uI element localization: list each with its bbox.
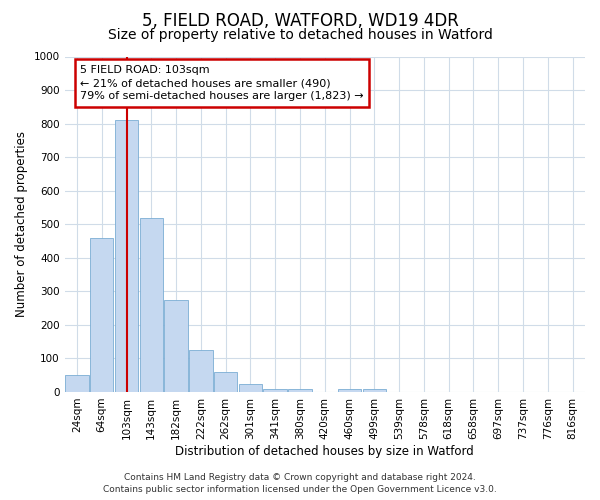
Text: Contains HM Land Registry data © Crown copyright and database right 2024.
Contai: Contains HM Land Registry data © Crown c… bbox=[103, 473, 497, 494]
Text: 5 FIELD ROAD: 103sqm
← 21% of detached houses are smaller (490)
79% of semi-deta: 5 FIELD ROAD: 103sqm ← 21% of detached h… bbox=[80, 65, 364, 102]
Bar bbox=[288, 388, 312, 392]
Bar bbox=[164, 300, 188, 392]
Text: 5, FIELD ROAD, WATFORD, WD19 4DR: 5, FIELD ROAD, WATFORD, WD19 4DR bbox=[142, 12, 458, 30]
Bar bbox=[65, 375, 89, 392]
X-axis label: Distribution of detached houses by size in Watford: Distribution of detached houses by size … bbox=[175, 444, 474, 458]
Text: Size of property relative to detached houses in Watford: Size of property relative to detached ho… bbox=[107, 28, 493, 42]
Bar bbox=[338, 388, 361, 392]
Bar bbox=[362, 388, 386, 392]
Bar bbox=[140, 218, 163, 392]
Bar bbox=[239, 384, 262, 392]
Bar bbox=[115, 120, 138, 392]
Bar bbox=[263, 388, 287, 392]
Bar bbox=[90, 238, 113, 392]
Bar bbox=[189, 350, 212, 392]
Y-axis label: Number of detached properties: Number of detached properties bbox=[15, 131, 28, 317]
Bar bbox=[214, 372, 238, 392]
